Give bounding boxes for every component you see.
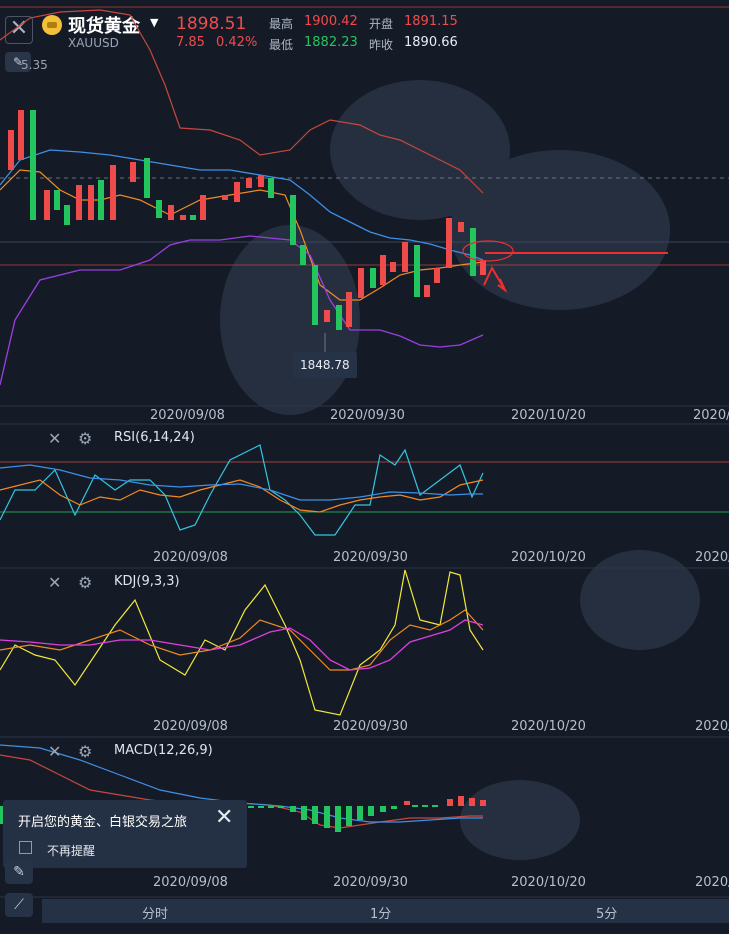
macd-pane — [0, 744, 729, 898]
gold-coin-icon — [42, 15, 62, 35]
settings-icon[interactable]: ⚙ — [78, 573, 93, 592]
close-indicator-icon[interactable]: ✕ — [48, 429, 62, 448]
rsi-date-label: 2020/09/30 — [333, 550, 408, 565]
timeframe-tabs: 分时 1分 5分 — [42, 899, 729, 923]
macd-date-label: 2020/ — [695, 875, 729, 890]
rsi-date-label: 2020/09/08 — [153, 550, 228, 565]
prev-close-value: 1890.66 — [404, 35, 458, 50]
price-change: 7.85 — [176, 35, 205, 50]
upper-band-line — [0, 9, 484, 194]
kdj-date-label: 2020/10/20 — [511, 719, 586, 734]
rsi-pane — [0, 444, 729, 569]
open-value: 1891.15 — [404, 14, 458, 29]
close-icon[interactable]: ✕ — [215, 805, 234, 830]
tab-timeshare[interactable]: 分时 — [142, 907, 169, 922]
lower-band-line — [0, 235, 484, 386]
main-date-label: 2020/10/20 — [511, 408, 586, 423]
instrument-name[interactable]: 现货黄金 — [68, 16, 140, 37]
chart-line-icon: ⟋ — [14, 897, 24, 913]
main-date-label: 2020/ — [693, 408, 729, 423]
drawn-annotations[interactable] — [462, 240, 668, 293]
close-indicator-icon[interactable]: ✕ — [48, 573, 62, 592]
chevron-down-icon[interactable]: ▼ — [150, 16, 159, 29]
price-axis-partial: 5.35 — [21, 58, 48, 72]
high-label: 最高 — [269, 17, 294, 31]
tab-5min[interactable]: 5分 — [596, 907, 618, 922]
instrument-symbol: XAUUSD — [68, 36, 119, 50]
ma-blue-line — [0, 149, 484, 261]
macd-date-label: 2020/09/30 — [333, 875, 408, 890]
kdj-date-label: 2020/09/30 — [333, 719, 408, 734]
close-indicator-icon[interactable]: ✕ — [48, 742, 62, 761]
kdj-date-label: 2020/09/08 — [153, 719, 228, 734]
low-marker-label: 1848.78 — [300, 358, 350, 372]
kdj-pane — [0, 569, 729, 738]
high-value: 1900.42 — [304, 14, 358, 29]
indicator-tool-button[interactable]: ⟋ — [5, 893, 33, 917]
price-change-percent: 0.42% — [216, 35, 258, 50]
pencil-icon: ✎ — [13, 864, 25, 880]
candlesticks — [8, 110, 486, 330]
rsi-date-label: 2020/10/20 — [511, 550, 586, 565]
settings-icon[interactable]: ⚙ — [78, 429, 93, 448]
low-label: 最低 — [269, 38, 294, 52]
settings-icon[interactable]: ⚙ — [78, 742, 93, 761]
quote-header: ✕ 现货黄金 ▼ XAUUSD 1898.51 7.85 0.42% 最高 19… — [0, 0, 729, 55]
popup-accent — [0, 806, 3, 824]
macd-date-label: 2020/09/08 — [153, 875, 228, 890]
dont-remind-label[interactable]: 不再提醒 — [47, 844, 96, 858]
popup-title: 开启您的黄金、白银交易之旅 — [18, 815, 188, 830]
main-date-label: 2020/09/08 — [150, 408, 225, 423]
pencil-tool-button[interactable]: ✎ — [5, 860, 33, 884]
kdj-date-label: 2020/ — [695, 719, 729, 734]
promo-popup[interactable]: 开启您的黄金、白银交易之旅 ✕ 不再提醒 — [3, 800, 247, 868]
low-price-marker — [293, 333, 357, 378]
macd-date-label: 2020/10/20 — [511, 875, 586, 890]
draw-tool-button[interactable]: ✎ — [5, 52, 31, 72]
candle — [8, 110, 486, 330]
tab-1min[interactable]: 1分 — [370, 907, 392, 922]
kdj-label: KDJ(9,3,3) — [114, 574, 180, 589]
macd-label: MACD(12,26,9) — [114, 743, 213, 758]
open-label: 开盘 — [369, 17, 394, 31]
low-value: 1882.23 — [304, 35, 358, 50]
prev-close-label: 昨收 — [369, 38, 394, 52]
main-date-label: 2020/09/30 — [330, 408, 405, 423]
dont-remind-checkbox[interactable] — [19, 841, 32, 854]
rsi-date-label: 2020/ — [695, 550, 729, 565]
last-price: 1898.51 — [176, 14, 247, 34]
rsi-label: RSI(6,14,24) — [114, 430, 195, 445]
ma-orange-line — [0, 169, 484, 301]
pencil-icon: ✎ — [12, 55, 24, 69]
